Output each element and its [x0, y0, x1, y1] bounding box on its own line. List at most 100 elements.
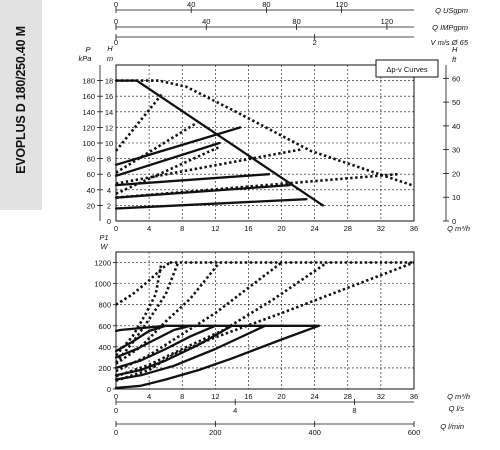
y-axis-tick-label: 0 [107, 385, 111, 394]
x-tick-label: 36 [410, 224, 418, 233]
right-axis-tick-label: 40 [452, 122, 460, 131]
bottom-axis-unit: Q l/s [449, 404, 465, 413]
mid-axis-tick-label: 4 [107, 186, 111, 195]
dp-v-curve [114, 173, 271, 187]
top-axis-tick-label: 80 [292, 17, 300, 26]
mid-axis-name: H [107, 44, 113, 53]
max-power-curve-dotted [115, 261, 171, 306]
mid-axis-tick-label: 6 [107, 170, 111, 179]
top-axis-unit: Q USgpm [435, 6, 468, 15]
top-axis-unit: Q IMPgpm [432, 23, 468, 32]
mid-axis-tick-label: 16 [105, 92, 113, 101]
power-curve [114, 324, 167, 353]
top-axis-tick-label: 120 [381, 17, 394, 26]
left-axis-name: P [85, 45, 90, 54]
max-power-curve-dotted [115, 261, 283, 373]
max-curve-dotted [115, 121, 198, 174]
power-curve [114, 324, 192, 359]
left-axis-tick-label: 80 [87, 155, 95, 164]
max-curve-dotted [115, 145, 221, 195]
x-tick-label: 8 [180, 224, 184, 233]
left-axis-tick-label: 20 [87, 201, 95, 210]
mid-axis-tick-label: 12 [105, 123, 113, 132]
bottom-axis-tick-label: 8 [352, 406, 356, 415]
y-axis-tick-label: 400 [98, 343, 111, 352]
max-power-curve-dotted [115, 262, 163, 357]
right-axis-tick-label: 0 [452, 217, 456, 226]
power-curve [114, 324, 167, 333]
left-axis-tick-label: 60 [87, 170, 95, 179]
y-axis-tick-label: 800 [98, 301, 111, 310]
x-tick-label: 24 [310, 224, 318, 233]
top-axis-unit: V m/s Ø 65 [430, 38, 468, 47]
left-axis-tick-label: 140 [82, 108, 95, 117]
x-tick-label: 28 [344, 224, 352, 233]
mid-axis-tick-label: 2 [107, 201, 111, 210]
x-tick-label: 4 [147, 224, 151, 233]
x-tick-label: 20 [277, 392, 285, 401]
max-power-curve-dotted [115, 261, 415, 382]
right-axis-tick-label: 20 [452, 169, 460, 178]
y-axis-tick-label: 600 [98, 322, 111, 331]
left-axis-tick-label: 120 [82, 123, 95, 132]
left-axis-unit: kPa [79, 54, 92, 63]
x-tick-label: 0 [114, 224, 118, 233]
max-power-curve-dotted [115, 261, 221, 365]
left-axis-tick-label: 100 [82, 139, 95, 148]
power-curve [114, 324, 234, 377]
x-tick-label: 12 [211, 392, 219, 401]
bottom-axis-tick-label: 0 [114, 406, 118, 415]
bottom-axis-tick-label: 600 [408, 428, 421, 437]
right-axis-tick-label: 50 [452, 98, 460, 107]
y-axis-tick-label: 1000 [94, 280, 111, 289]
y-axis-tick-label: 200 [98, 364, 111, 373]
x-tick-label: 32 [377, 392, 385, 401]
max-curve-dotted [115, 147, 303, 185]
top-axis-tick-label: 2 [313, 38, 317, 47]
bottom-axis-unit: Q l/min [440, 422, 464, 431]
left-axis-tick-label: 40 [87, 186, 95, 195]
top-axis-tick-label: 120 [335, 0, 348, 9]
x-tick-label: 24 [310, 392, 318, 401]
x-tick-label: 16 [244, 392, 252, 401]
dp-v-curve [114, 183, 291, 199]
bottom-axis-tick-label: 200 [209, 428, 222, 437]
x-axis-unit: Q m³/h [447, 224, 470, 233]
top-axis-tick-label: 0 [114, 17, 118, 26]
x-tick-label: 28 [344, 392, 352, 401]
dp-v-curve [114, 198, 308, 210]
mid-axis-tick-label: 14 [105, 108, 113, 117]
max-power-curve-dotted [115, 261, 328, 378]
x-tick-label: 36 [410, 392, 418, 401]
x-tick-label: 12 [211, 224, 219, 233]
bottom-axis-tick-label: 0 [114, 428, 118, 437]
bottom-axis-tick-label: 400 [308, 428, 321, 437]
top-axis-tick-label: 0 [114, 0, 118, 9]
y-axis-unit: W [100, 242, 108, 251]
top-axis-tick-label: 80 [262, 0, 270, 9]
right-axis-tick-label: 10 [452, 193, 460, 202]
left-axis-tick-label: 180 [82, 77, 95, 86]
x-tick-label: 16 [244, 224, 252, 233]
top-axis-tick-label: 40 [202, 17, 210, 26]
plot-frame [115, 251, 415, 390]
top-axis-tick-label: 40 [187, 0, 195, 9]
bottom-axis-tick-label: 4 [233, 406, 237, 415]
legend-box [375, 59, 439, 78]
max-curve-dotted [114, 93, 163, 152]
right-axis-name: H [452, 45, 458, 54]
mid-axis-tick-label: 10 [105, 139, 113, 148]
power-curve [114, 324, 217, 370]
dp-v-curve [114, 79, 325, 207]
legend-label: Δp-v Curves [386, 65, 428, 74]
power-curve [114, 324, 267, 381]
x-tick-label: 8 [180, 392, 184, 401]
mid-axis-tick-label: 18 [105, 77, 113, 86]
model-title-panel: EVOPLUS D 180/250.40 M [0, 0, 42, 210]
mid-axis-tick-label: 8 [107, 155, 111, 164]
plot-frame [115, 64, 415, 222]
x-axis-unit: Q m³/h [447, 392, 470, 401]
